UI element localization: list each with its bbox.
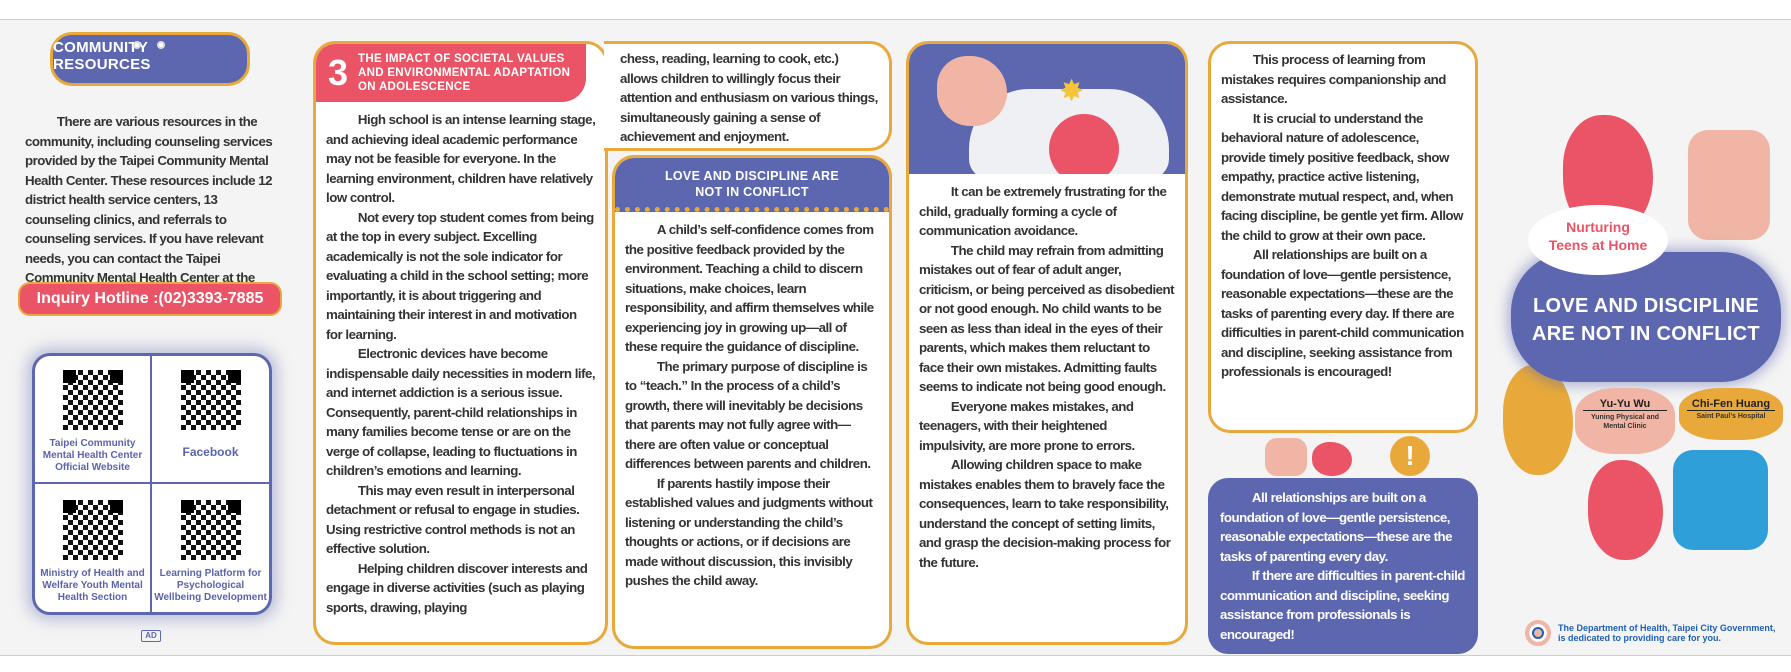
qr-code-grid: Taipei Community Mental Health Center Of… [32,353,272,615]
column-4-box: ✸ It can be extremely frustrating for th… [906,41,1188,645]
qr-code[interactable] [175,495,246,565]
heading-text: COMMUNITY RESOURCES [53,39,151,73]
love-header: LOVE AND DISCIPLINE ARE NOT IN CONFLICT [615,158,889,212]
section-3-box: 3 THE IMPACT OF SOCIETAL VALUES AND ENVI… [313,41,608,645]
section-3-title: THE IMPACT OF SOCIETAL VALUES AND ENVIRO… [358,53,571,93]
eye-icon [133,41,141,49]
ad-mark: AD [141,630,161,642]
qr-learning-platform[interactable]: Learning Platform for Psychological Well… [152,484,269,612]
cover-title: LOVE AND DISCIPLINE ARE NOT IN CONFLICT [1532,295,1760,345]
section-3-header: 3 THE IMPACT OF SOCIETAL VALUES AND ENVI… [316,44,586,102]
pink-character [1688,130,1770,240]
column-5-body: This process of learning from mistakes r… [1221,52,1464,379]
cover-panel: LOVE AND DISCIPLINE ARE NOT IN CONFLICT … [1483,20,1791,657]
title-bubble: LOVE AND DISCIPLINE ARE NOT IN CONFLICT [1511,252,1781,382]
blue-character [1673,450,1768,550]
qr-official-website[interactable]: Taipei Community Mental Health Center Of… [35,356,152,484]
eye-icon [157,41,165,49]
column-4-body: It can be extremely frustrating for the … [919,184,1175,570]
subtitle-bubble: Nurturing Teens at Home [1528,205,1668,275]
column-5-box: This process of learning from mistakes r… [1208,41,1478,433]
red-character [1588,460,1663,560]
inquiry-hotline[interactable]: Inquiry Hotline :(02)3393-7885 [18,282,282,316]
love-body: A child’s self-confidence comes from the… [625,222,874,588]
author-yu-yu-wu: Yu-Yu Wu Yuning Physical and Mental Clin… [1575,388,1675,454]
footer-text: The Department of Health, Taipei City Go… [1558,623,1776,643]
author-chi-fen-huang: Chi-Fen Huang Saint Paul’s Hospital [1679,388,1783,440]
cover-subtitle: Nurturing Teens at Home [1548,219,1648,253]
callout-box: All relationships are built on a foundat… [1208,478,1478,654]
brochure-sheet: COMMUNITY RESOURCES There are various re… [0,19,1791,656]
continuation-box: chess, reading, learning to cook, etc.) … [604,41,892,151]
qr-code[interactable] [57,495,128,565]
pink-character [1265,438,1307,476]
qr-ministry-youth[interactable]: Ministry of Health and Welfare Youth Men… [35,484,152,612]
section-3-body: High school is an intense learning stage… [326,112,596,615]
pink-character [937,56,1007,126]
illustration-rain-cloud: ✸ [909,44,1185,174]
qr-code[interactable] [175,365,246,435]
star-icon: ✸ [1059,75,1085,108]
love-discipline-box: LOVE AND DISCIPLINE ARE NOT IN CONFLICT … [612,155,892,649]
qr-facebook[interactable]: Facebook [152,356,269,484]
community-resources-heading: COMMUNITY RESOURCES [50,32,250,86]
section-number: 3 [328,52,349,93]
yellow-character [1503,365,1573,475]
community-resources-body: There are various resources in the commu… [25,114,273,305]
department-seal-icon [1525,620,1551,646]
red-character [1312,442,1352,476]
qr-code[interactable] [57,365,128,435]
exclamation-bubble: ! [1390,436,1430,476]
red-character [1049,114,1119,174]
